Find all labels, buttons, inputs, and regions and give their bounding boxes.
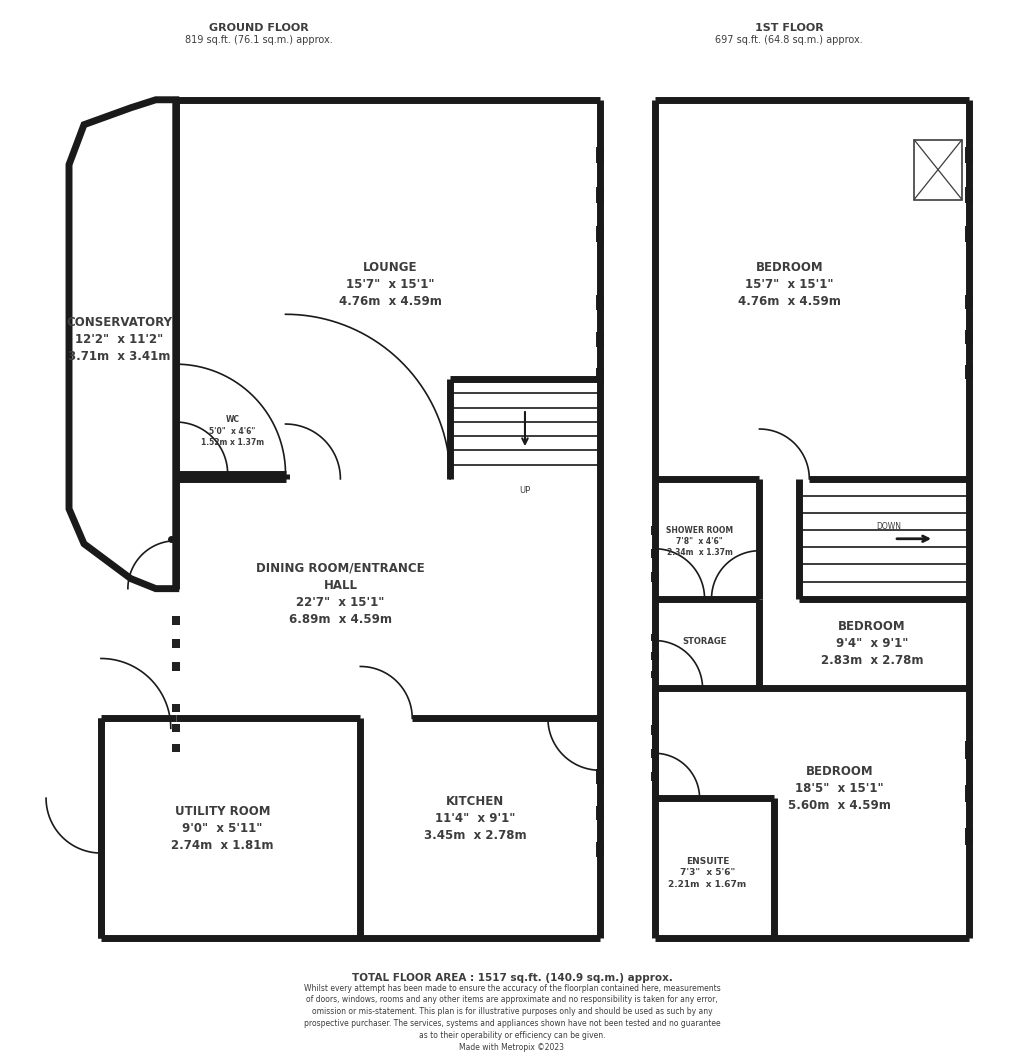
Bar (172, 639, 180, 648)
Text: WC
5'0"  x 4'6"
1.52m x 1.37m: WC 5'0" x 4'6" 1.52m x 1.37m (201, 416, 264, 447)
Text: DINING ROOM/ENTRANCE
HALL
22'7"  x 15'1"
6.89m  x 4.59m: DINING ROOM/ENTRANCE HALL 22'7" x 15'1" … (256, 561, 425, 626)
Text: ENSUITE
7'3"  x 5'6"
2.21m  x 1.67m: ENSUITE 7'3" x 5'6" 2.21m x 1.67m (669, 857, 746, 889)
Bar (596, 842, 604, 857)
Bar (596, 146, 604, 162)
Text: LOUNGE
15'7"  x 15'1"
4.76m  x 4.59m: LOUNGE 15'7" x 15'1" 4.76m x 4.59m (339, 261, 441, 308)
Bar (650, 634, 658, 641)
Bar (650, 653, 658, 660)
Bar (596, 332, 604, 347)
Bar (596, 368, 604, 383)
Bar (172, 705, 180, 712)
Text: BEDROOM
18'5"  x 15'1"
5.60m  x 4.59m: BEDROOM 18'5" x 15'1" 5.60m x 4.59m (787, 765, 891, 812)
Text: KITCHEN
11'4"  x 9'1"
3.45m  x 2.78m: KITCHEN 11'4" x 9'1" 3.45m x 2.78m (424, 795, 526, 841)
Bar (172, 615, 180, 625)
Bar (965, 295, 973, 309)
Text: 1ST FLOOR: 1ST FLOOR (755, 23, 823, 33)
Bar (965, 146, 973, 162)
Bar (650, 572, 658, 581)
Bar (650, 550, 658, 558)
Bar (965, 365, 973, 379)
Bar (914, 140, 962, 199)
Bar (650, 726, 658, 734)
Text: UTILITY ROOM
9'0"  x 5'11"
2.74m  x 1.81m: UTILITY ROOM 9'0" x 5'11" 2.74m x 1.81m (171, 804, 273, 852)
Bar (596, 295, 604, 310)
Bar (172, 662, 180, 672)
Text: CONSERVATORY
12'2"  x 11'2"
3.71m  x 3.41m: CONSERVATORY 12'2" x 11'2" 3.71m x 3.41m (66, 316, 172, 363)
Text: BEDROOM
15'7"  x 15'1"
4.76m  x 4.59m: BEDROOM 15'7" x 15'1" 4.76m x 4.59m (738, 261, 841, 308)
Text: 697 sq.ft. (64.8 sq.m.) approx.: 697 sq.ft. (64.8 sq.m.) approx. (716, 35, 863, 45)
Text: Whilst every attempt has been made to ensure the accuracy of the floorplan conta: Whilst every attempt has been made to en… (304, 984, 720, 1051)
Bar (596, 805, 604, 820)
Text: GROUND FLOOR: GROUND FLOOR (209, 23, 308, 33)
Bar (965, 784, 973, 802)
Text: STORAGE: STORAGE (682, 637, 727, 646)
Text: BEDROOM
9'4"  x 9'1"
2.83m  x 2.78m: BEDROOM 9'4" x 9'1" 2.83m x 2.78m (821, 620, 924, 667)
Text: TOTAL FLOOR AREA : 1517 sq.ft. (140.9 sq.m.) approx.: TOTAL FLOOR AREA : 1517 sq.ft. (140.9 sq… (351, 973, 673, 982)
Bar (596, 187, 604, 203)
Bar (596, 769, 604, 784)
Bar (172, 744, 180, 752)
Bar (650, 526, 658, 535)
Bar (596, 226, 604, 243)
Bar (965, 742, 973, 759)
Text: DOWN: DOWN (877, 522, 902, 532)
Bar (965, 330, 973, 344)
Bar (650, 749, 658, 758)
Bar (965, 187, 973, 203)
Bar (650, 671, 658, 678)
Bar (965, 828, 973, 845)
Text: UP: UP (519, 486, 530, 495)
Bar (965, 226, 973, 243)
Text: SHOWER ROOM
7'8"  x 4'6"
2.34m  x 1.37m: SHOWER ROOM 7'8" x 4'6" 2.34m x 1.37m (666, 526, 733, 557)
Bar (650, 772, 658, 781)
Text: 819 sq.ft. (76.1 sq.m.) approx.: 819 sq.ft. (76.1 sq.m.) approx. (184, 35, 333, 45)
Bar (172, 725, 180, 732)
